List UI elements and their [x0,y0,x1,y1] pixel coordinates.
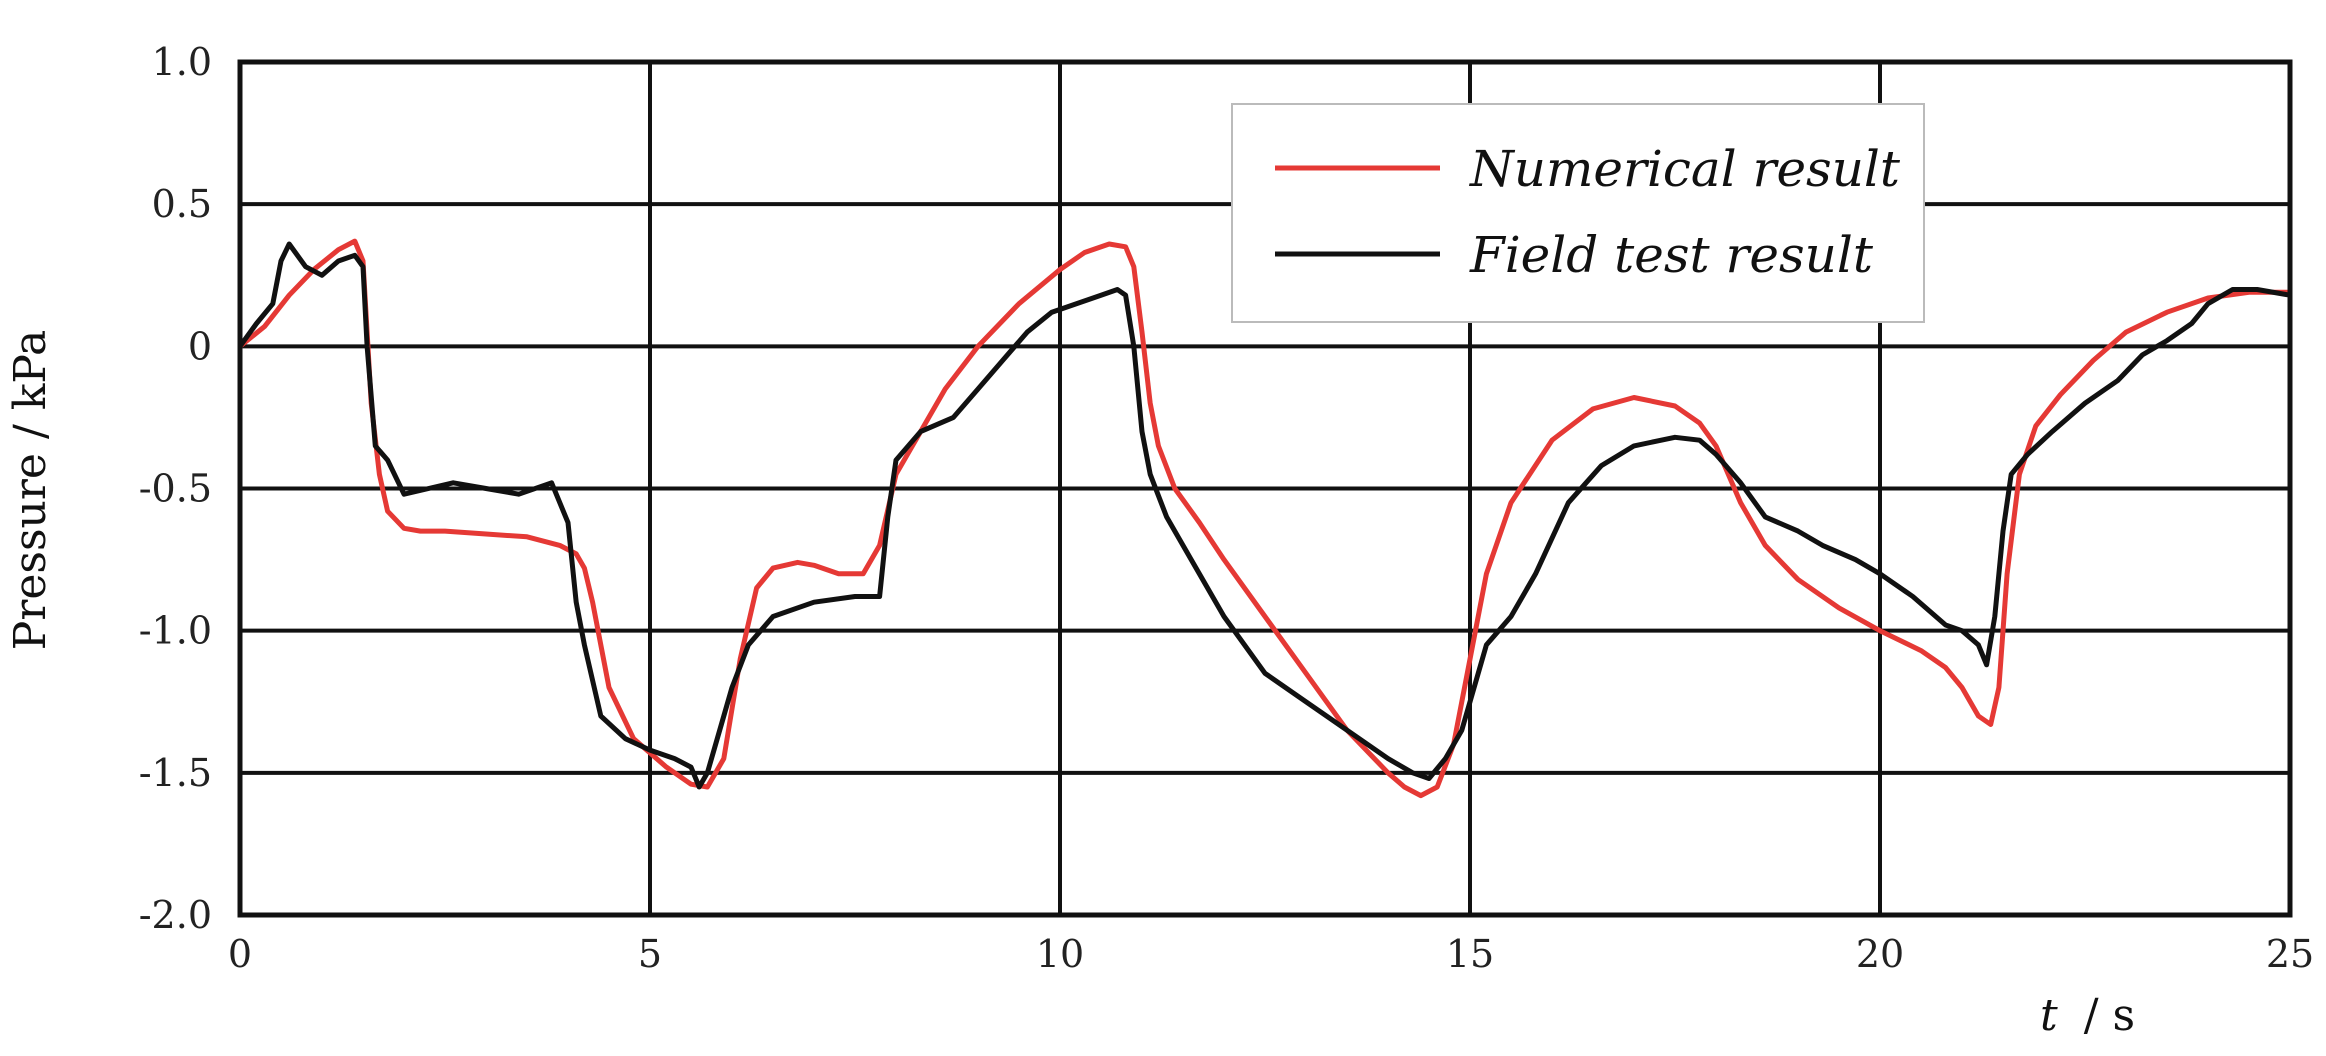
x-axis-unit: / s [2084,990,2135,1041]
x-tick-label: 25 [2266,932,2314,976]
plot-frame [237,59,2293,918]
legend-label-numerical: Numerical result [1469,140,1901,198]
legend-box [1231,103,1925,323]
y-axis-title: Pressure / kPa [5,330,56,651]
legend-label-field-test: Field test result [1469,226,1874,284]
x-tick-label: 0 [228,932,252,976]
x-tick-label: 10 [1036,932,1084,976]
x-tick-labels: 0 5 10 15 20 25 [228,932,2314,976]
x-tick-label: 5 [638,932,662,976]
x-axis-variable: t [2040,990,2058,1041]
series-group [237,238,2293,799]
y-tick-label: -1.5 [139,751,212,795]
x-axis-title: t / s [2040,990,2135,1041]
y-tick-label: 0 [188,324,212,368]
y-tick-label: -2.0 [139,893,212,937]
y-tick-label: -1.0 [139,609,212,653]
x-tick-label: 15 [1446,932,1494,976]
series-line-field-test [237,241,2293,790]
series-line-numerical [237,238,2293,799]
y-tick-labels: 1.0 0.5 0 -0.5 -1.0 -1.5 -2.0 [139,40,212,937]
y-tick-label: 1.0 [152,40,212,84]
x-tick-label: 20 [1856,932,1904,976]
y-tick-label: 0.5 [152,182,212,226]
legend: Numerical result Field test result [1231,103,1925,323]
y-tick-label: -0.5 [139,467,212,511]
